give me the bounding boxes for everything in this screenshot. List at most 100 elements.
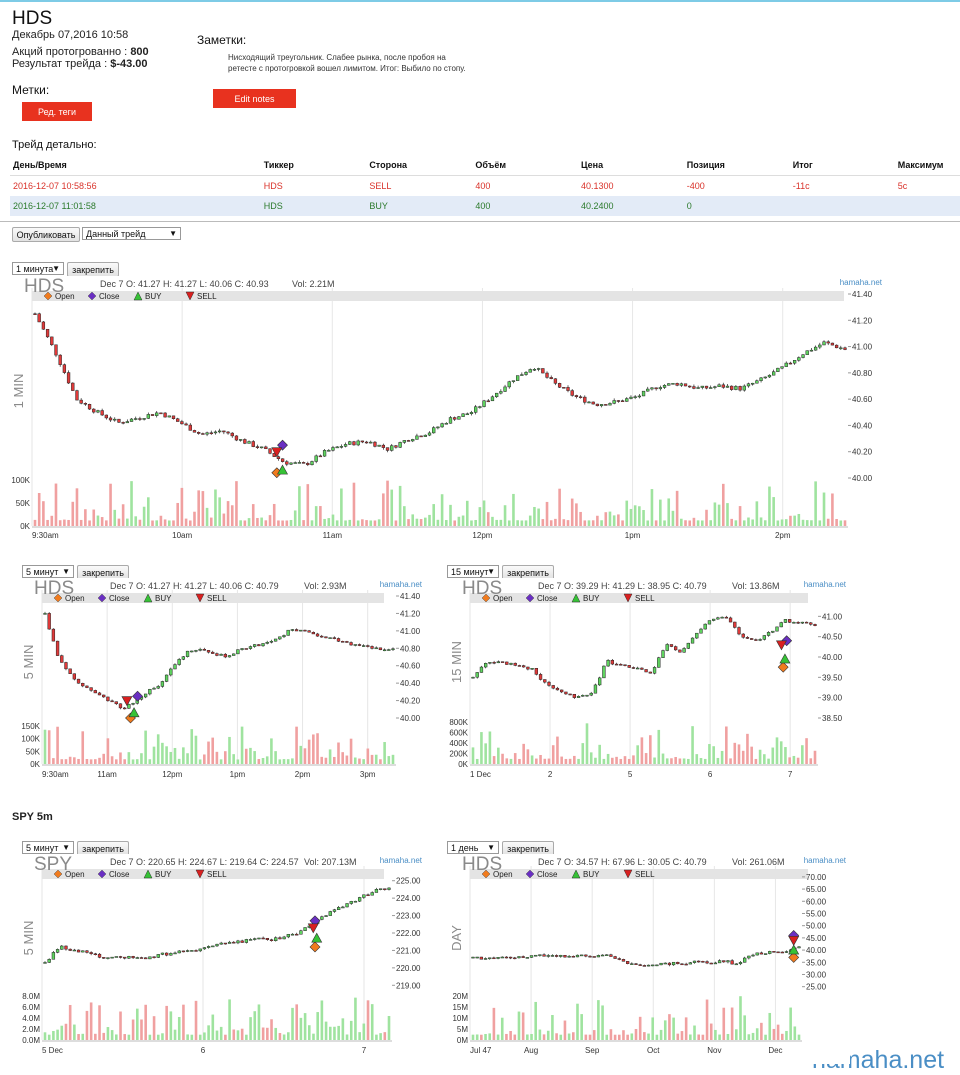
candle-body — [369, 441, 373, 444]
volume-tick-label: 150K — [21, 722, 40, 731]
chart-hds-day[interactable]: Open Close BUY SELL HDS Dec 7 O: 34.57 H: 67.… — [446, 854, 850, 1064]
volume-bar — [236, 759, 240, 764]
candle-body — [387, 887, 391, 890]
volume-bar — [52, 1030, 55, 1040]
candle-body — [177, 659, 181, 665]
timeframe-select[interactable]: 1 минута ▼ — [12, 262, 64, 275]
price-tick-label: 41.20 — [852, 316, 873, 325]
volume-bar — [373, 520, 377, 526]
candle-body — [562, 387, 566, 389]
chart-hds-5min[interactable]: Open Close BUY SELL HDS Dec 7 O: 41.27 H: 41.… — [20, 578, 426, 788]
candle-body — [194, 950, 198, 952]
y-axis-label: 1 MIN — [11, 374, 26, 409]
volume-bar — [205, 507, 209, 526]
volume-bar — [611, 757, 614, 764]
chart-hds-1min[interactable]: Open Close BUY SELL HDS Dec 7 O: 41.27 H: 41.… — [10, 276, 886, 552]
volume-bar — [512, 493, 515, 526]
trade-marker-sell — [271, 447, 283, 458]
candle-body — [324, 915, 328, 917]
volume-bar — [424, 517, 427, 526]
volume-bar — [642, 510, 645, 526]
chart-hds-15min[interactable]: Open Close BUY SELL HDS Dec 7 O: 39.29 H: 41.… — [446, 578, 850, 788]
publish-button[interactable]: Опубликовать — [12, 227, 80, 242]
candle-body — [60, 655, 64, 663]
column-header: Сторона — [366, 155, 473, 176]
candle-body — [780, 951, 784, 954]
candle-body — [93, 953, 97, 956]
candle-body — [492, 957, 496, 960]
volume-bar — [240, 726, 244, 764]
candle-body — [209, 432, 213, 435]
edit-tags-button[interactable]: Ред. теги — [22, 102, 92, 121]
chart-ticker: HDS — [462, 854, 502, 875]
candle-body — [62, 364, 67, 373]
volume-bar — [54, 483, 58, 526]
candle-body — [81, 950, 85, 953]
trade-marker-sell — [775, 640, 787, 651]
x-tick-label: Sep — [585, 1046, 600, 1055]
volume-bar — [75, 488, 79, 526]
publish-scope-select[interactable]: Данный трейд ▼ — [82, 227, 181, 240]
volume-tick-label: 20M — [452, 992, 468, 1001]
volume-bar — [156, 1034, 160, 1040]
volume-bar — [675, 490, 679, 526]
volume-bar — [362, 759, 365, 764]
price-tick-label: 40.00 — [852, 474, 873, 483]
volume-bar — [695, 754, 699, 764]
candle-body — [751, 954, 755, 957]
candle-body — [623, 664, 627, 666]
legend-close: Close — [97, 593, 130, 603]
chevron-down-icon: ▼ — [169, 229, 177, 238]
candle-body — [843, 347, 847, 350]
timeframe-select[interactable]: 15 минут ▼ — [447, 565, 499, 578]
volume-bar — [580, 1014, 583, 1040]
volume-bar — [383, 1032, 387, 1040]
volume-bar — [253, 1011, 257, 1040]
candle-body — [290, 629, 295, 631]
candle-body — [551, 685, 555, 689]
volume-bar — [793, 1026, 797, 1040]
volume-bar — [758, 749, 762, 764]
candle-body — [382, 649, 387, 652]
volume-bar — [755, 501, 759, 526]
pin-chart-button[interactable]: закрепить — [67, 262, 119, 277]
candle-body — [692, 386, 696, 389]
ohlc-readout: Dec 7 O: 220.65 H: 224.67 L: 219.64 C: 2… — [110, 857, 299, 867]
edit-notes-button[interactable]: Edit notes — [213, 89, 296, 108]
timeframe-select[interactable]: 1 день ▼ — [447, 841, 499, 854]
candle-body — [671, 961, 676, 966]
volume-bar — [720, 750, 724, 764]
chart-spy-5min[interactable]: Open Close BUY SELL SPY Dec 7 O: 220.65 H: 22… — [20, 854, 426, 1064]
volume-bar — [542, 1034, 546, 1040]
candle-body — [559, 954, 563, 957]
timeframe-select[interactable]: 5 минут ▼ — [22, 841, 74, 854]
volume-bar — [130, 481, 133, 526]
volume-bar — [505, 758, 509, 764]
candle-body — [805, 350, 809, 355]
pin-chart-button[interactable]: закрепить — [502, 841, 554, 856]
candle-body — [64, 662, 68, 670]
volume-bar — [337, 1025, 340, 1040]
volume-bar — [501, 753, 504, 764]
table-cell: -400 — [686, 181, 705, 191]
volume-bar — [63, 519, 66, 526]
timeframe-value: 1 день — [451, 842, 479, 853]
candle-body — [602, 665, 606, 679]
timeframe-select[interactable]: 5 минут ▼ — [22, 565, 74, 578]
candle-body — [461, 413, 465, 417]
candle-body — [167, 415, 171, 418]
section-divider — [0, 221, 960, 222]
volume-bar — [831, 493, 834, 526]
volume-bar — [726, 503, 729, 526]
volume-bar — [257, 1004, 261, 1040]
trade-marker-open — [309, 941, 321, 953]
candle-body — [219, 942, 223, 945]
candle-body — [474, 406, 478, 413]
volume-bar — [592, 1030, 596, 1040]
volume-bar — [379, 759, 382, 764]
pin-chart-button[interactable]: закрепить — [77, 841, 129, 856]
candle-body — [176, 418, 180, 422]
candle-body — [41, 321, 46, 330]
volume-bar — [348, 519, 352, 526]
candle-body — [534, 954, 538, 957]
